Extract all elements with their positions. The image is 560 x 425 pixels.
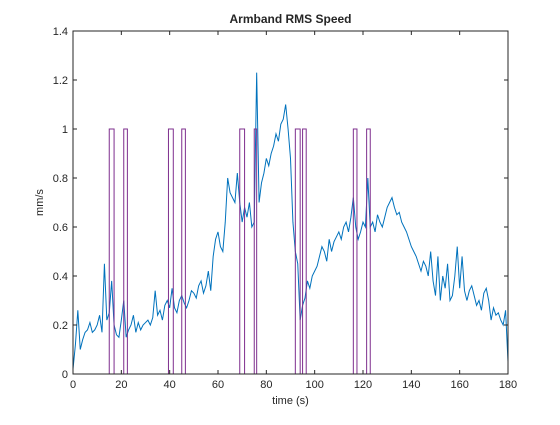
x-tick-label: 140: [402, 379, 420, 391]
y-tick-label: 0: [62, 369, 68, 381]
x-tick-label: 0: [70, 379, 76, 391]
axes: [72, 30, 509, 375]
x-tick-label: 180: [499, 379, 517, 391]
x-tick-label: 100: [305, 379, 323, 391]
x-tick-label: 20: [115, 379, 127, 391]
x-axis-label: time (s): [272, 395, 309, 407]
chart-title: Armband RMS Speed: [229, 12, 351, 26]
x-tick-label: 40: [164, 379, 176, 391]
y-tick-label: 1.4: [53, 26, 68, 38]
speed-series-line: [72, 72, 509, 370]
x-axis-ticks: 0 20 40 60 80 100 120 140 160 180: [70, 31, 517, 391]
y-tick-label: 1: [62, 124, 68, 136]
axes-box: [72, 30, 509, 375]
x-tick-label: 160: [450, 379, 468, 391]
y-tick-label: 0.6: [53, 222, 68, 234]
y-axis-ticks: 0 0.2 0.4 0.6 0.8 1 1.2 1.4: [53, 26, 508, 381]
y-axis-label: mm/s: [34, 189, 46, 216]
y-tick-label: 1.2: [53, 75, 68, 87]
y-tick-label: 0.2: [53, 320, 68, 332]
y-tick-label: 0.4: [53, 271, 68, 283]
x-tick-label: 60: [212, 379, 224, 391]
plot-area: [72, 72, 509, 375]
x-tick-label: 120: [354, 379, 372, 391]
y-tick-label: 0.8: [53, 173, 68, 185]
x-tick-label: 80: [260, 379, 272, 391]
